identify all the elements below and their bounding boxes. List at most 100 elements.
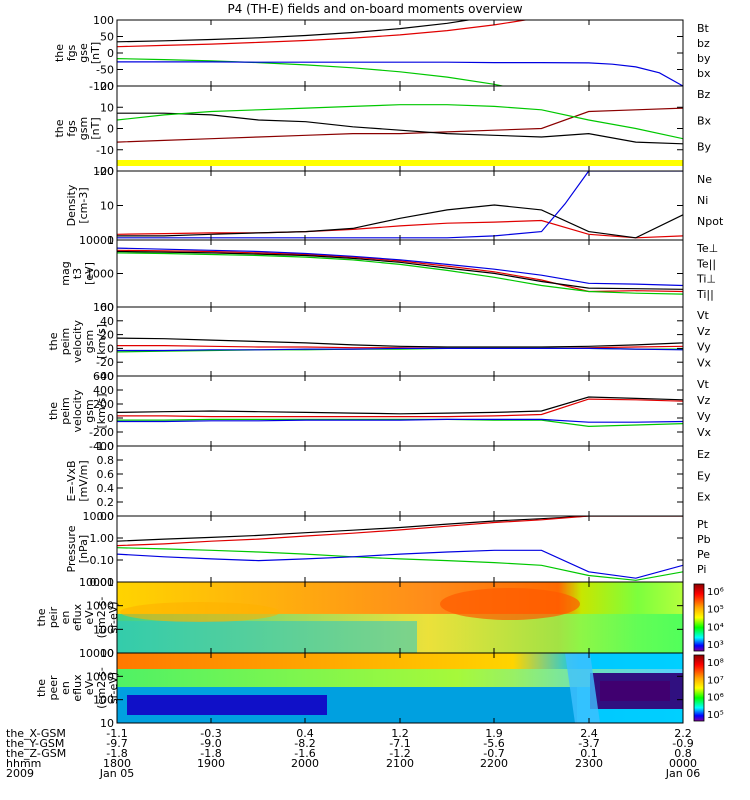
xtick-label: 2200	[480, 757, 508, 770]
fgs-gse-legend-label: bx	[697, 67, 711, 80]
density-series-Npot	[117, 171, 683, 239]
year-label: 2009	[6, 767, 34, 780]
fgs-gsm-ytick-label: -10	[96, 144, 114, 157]
fgs-gse-ytick-label: 100	[93, 14, 114, 27]
velocity-peim-2-ytick-label: -400	[89, 440, 114, 453]
xtick-label: 2100	[386, 757, 414, 770]
velocity-peim-1-legend-label: Vt	[697, 309, 710, 322]
pressure-legend-label: Pt	[697, 518, 709, 531]
velocity-peim-2-ytick-label: 600	[93, 370, 114, 383]
fgs-gse-ytick-label: -50	[96, 64, 114, 77]
ephemeris-value: -9.7	[106, 737, 127, 750]
temperature-legend-label: Ti⊥	[696, 273, 716, 286]
temperature-series-Ti	[117, 252, 683, 295]
ephemeris-value: 2.2	[674, 727, 692, 740]
peir-spectrogram-colorbar-tick: 10⁵	[707, 605, 724, 616]
velocity-peim-2-ytick-label: -200	[89, 426, 114, 439]
fgs-gse-ytick-label: -100	[89, 80, 114, 93]
peir-spectrogram-ytick-label: 10000	[79, 576, 114, 589]
density-legend-label: Npot	[697, 215, 724, 228]
fgs-gsm-ytick-label: -20	[96, 165, 114, 178]
velocity-peim-2-series-Vx	[117, 418, 683, 423]
peer-spectrogram-image	[117, 653, 683, 723]
fgs-gsm-frame	[116, 85, 684, 172]
e-field-ylabel: E=-VxB[mV/m]	[65, 460, 90, 501]
date-end-label: Jan 06	[665, 767, 700, 780]
pressure-legend-label: Pb	[697, 533, 711, 546]
ephemeris-value: -1.1	[106, 727, 127, 740]
density-ytick-label: 1	[107, 234, 114, 247]
fgs-gse-ytick-label: 0	[107, 47, 114, 60]
ephemeris-value: -1.8	[200, 747, 221, 760]
xtick-label: 2000	[291, 757, 319, 770]
temperature-series-Te	[117, 249, 683, 293]
velocity-peim-2-ytick-label: 0	[107, 412, 114, 425]
velocity-peim-1-ytick-label: -40	[96, 370, 114, 383]
peer-spectrogram-colorbar-tick: 10⁷	[707, 675, 724, 686]
xtick-label: 1800	[103, 757, 131, 770]
temperature-ytick-label: 10000	[79, 234, 114, 247]
e-field-ytick-label: 0.0	[97, 510, 115, 523]
date-start-label: Jan 05	[99, 767, 134, 780]
pressure-series-Pi	[117, 549, 683, 579]
pressure-ytick-label: 0.10	[90, 554, 115, 567]
velocity-peim-1-ytick-label: -20	[96, 356, 114, 369]
panel-e-field: Ez Ey Ex 1.00.80.60.40.20.0 E=-VxB[mV/m]	[65, 440, 711, 523]
velocity-peim-2-legend-label: Vx	[697, 426, 712, 439]
panel-peir-spectrogram: 10⁶ 10⁵ 10⁴ 10³ 10000 1000 100 10 thepeireneflux…	[35, 576, 724, 660]
ephemeris-value: -0.7	[483, 747, 504, 760]
velocity-peim-2-series-Vy	[117, 418, 683, 428]
e-field-legend-label: Ex	[697, 491, 711, 504]
fgs-gsm-ytick-label: 0	[107, 123, 114, 136]
peir-spectrogram-image	[117, 582, 683, 653]
temperature-legend-label: Ti||	[696, 288, 714, 301]
ephemeris-label: the_Y-GSM	[6, 737, 64, 750]
velocity-peim-2-ytick-label: 200	[93, 398, 114, 411]
fgs-gsm-legend-label: Bz	[697, 88, 711, 101]
ephemeris-label: the_Z-GSM	[6, 747, 66, 760]
panels: Btbzbybx100500-50-100thefgsgse[nT]BzBxBy…	[35, 14, 724, 730]
fgs-gse-series-by	[117, 58, 506, 86]
velocity-peim-1-series-Vt	[117, 337, 683, 348]
peir-spectrogram-colorbar-tick: 10⁴	[707, 622, 724, 633]
velocity-peim-1-series-Vz	[117, 345, 683, 349]
e-field-ytick-label: 0.2	[97, 496, 115, 509]
peir-spectrogram-ytick-label: 100	[93, 623, 114, 636]
velocity-peim-2-series-Vt	[117, 396, 683, 415]
pressure-ylabel: Pressure[nPa]	[65, 525, 90, 572]
ephemeris-value: 1.9	[485, 727, 503, 740]
peer-spectrogram-colorbar	[693, 654, 705, 722]
temperature-legend-label: Te||	[696, 257, 716, 270]
velocity-peim-2-legend-label: Vt	[697, 378, 710, 391]
ephemeris-value: 0.1	[580, 747, 598, 760]
panel-fgs-gse: Bt bz by bx 100 50 0 -50 -100 thefgsgse[nT]	[53, 14, 711, 93]
fgs-gse-series-bx	[117, 61, 683, 86]
density-ytick-label: 100	[93, 165, 114, 178]
velocity-peim-2-ytick-label: 400	[93, 384, 114, 397]
time-axis: the_X-GSM -1.1 -0.3 0.4 1.2 1.9 2.4 2.2 the_Y-GS…	[6, 727, 700, 780]
fgs-gsm-legend-label: By	[697, 141, 712, 154]
peir-spectrogram-colorbar-tick: 10³	[707, 640, 724, 651]
fgs-gse-frame	[116, 19, 684, 87]
fgs-gsm-legend-label: Bx	[697, 114, 712, 127]
fgs-gse-legend-label: by	[697, 52, 711, 65]
fgs-gsm-band	[117, 160, 683, 166]
ephemeris-value: -1.2	[389, 747, 410, 760]
ephemeris-value: -8.2	[294, 737, 315, 750]
ephemeris-value: 0.8	[674, 747, 692, 760]
pressure-ytick-label: 10.00	[83, 510, 115, 523]
ephemeris-value: 0.4	[296, 727, 314, 740]
panel-temperature: Te⊥ Te|| Ti⊥ Ti|| 10000 1000 100 magt3[eV]	[59, 234, 718, 314]
peir-spectrogram-ylabel: thepeirenefluxeV(cm2-s-sr-eV)	[35, 597, 120, 639]
pressure-legend-label: Pe	[697, 548, 710, 561]
density-series-Ni	[117, 204, 683, 239]
ephemeris-value: -9.0	[200, 737, 221, 750]
temperature-ytick-label: 1000	[86, 268, 114, 281]
xtick-label: 1900	[197, 757, 225, 770]
temperature-ytick-label: 100	[93, 301, 114, 314]
e-field-ytick-label: 0.8	[97, 454, 115, 467]
